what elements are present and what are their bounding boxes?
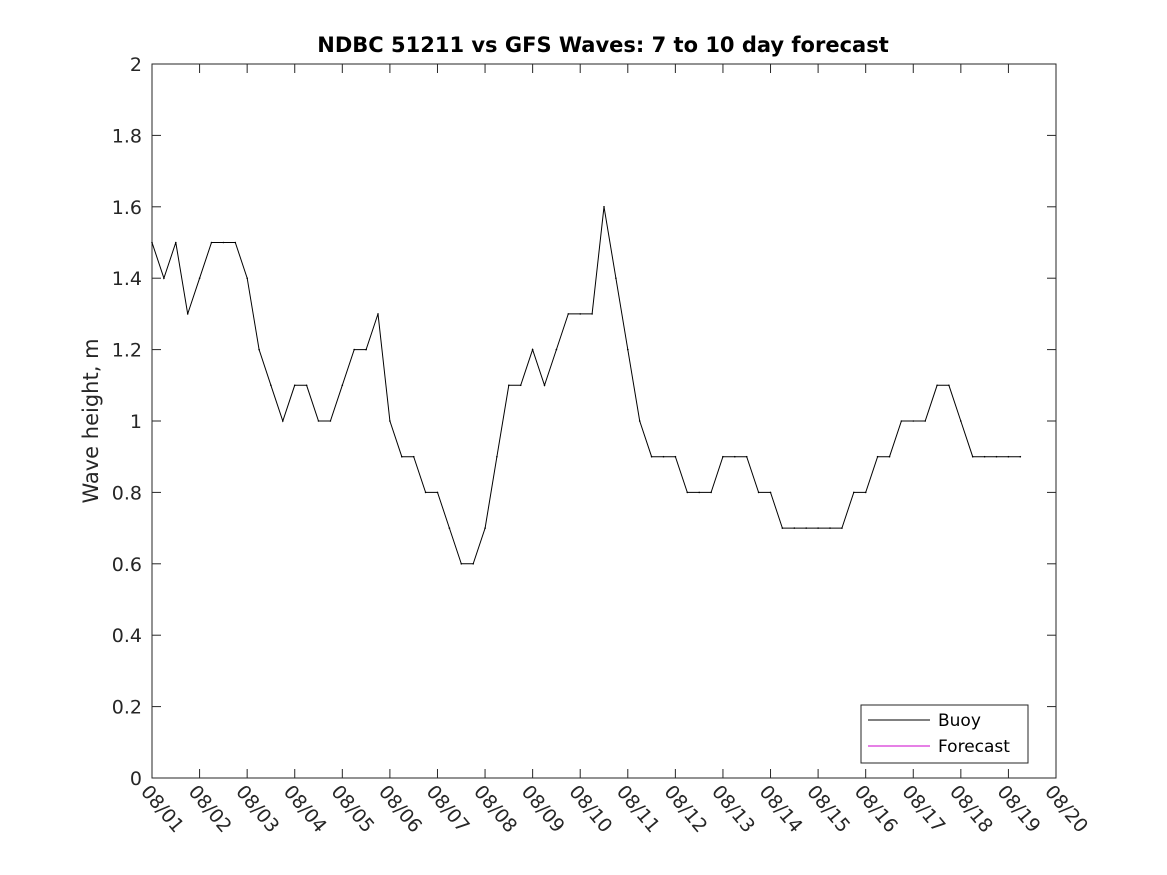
y-axis-label: Wave height, m bbox=[79, 338, 103, 503]
y-tick-label: 0.4 bbox=[112, 625, 142, 647]
data-point-buoy bbox=[662, 455, 665, 458]
data-point-buoy bbox=[389, 420, 391, 422]
y-tick-label: 1.2 bbox=[112, 340, 142, 362]
data-point-buoy bbox=[853, 491, 855, 494]
data-point-buoy bbox=[341, 384, 344, 387]
data-point-buoy bbox=[496, 455, 498, 458]
data-point-buoy bbox=[270, 384, 272, 387]
data-point-buoy bbox=[924, 420, 926, 422]
data-point-buoy bbox=[198, 277, 201, 280]
chart-title: NDBC 51211 vs GFS Waves: 7 to 10 day for… bbox=[317, 33, 888, 57]
data-point-buoy bbox=[995, 455, 998, 458]
data-point-buoy bbox=[948, 384, 950, 387]
data-point-buoy bbox=[377, 313, 379, 315]
data-point-buoy bbox=[591, 313, 593, 315]
data-point-buoy bbox=[900, 420, 903, 422]
data-point-buoy bbox=[781, 527, 784, 529]
y-tick-label: 1 bbox=[130, 411, 142, 433]
data-point-buoy bbox=[317, 420, 320, 422]
data-point-buoy bbox=[615, 277, 617, 280]
data-point-buoy bbox=[401, 455, 403, 458]
data-point-buoy bbox=[650, 455, 653, 458]
data-point-buoy bbox=[472, 563, 475, 565]
data-point-buoy bbox=[436, 491, 439, 494]
data-point-buoy bbox=[710, 491, 712, 494]
data-point-buoy bbox=[282, 420, 284, 422]
data-point-buoy bbox=[864, 491, 867, 494]
data-point-buoy bbox=[163, 277, 165, 280]
data-point-buoy bbox=[829, 527, 831, 529]
y-tick-label: 0.6 bbox=[112, 554, 142, 576]
legend: Buoy Forecast bbox=[860, 704, 1029, 764]
y-tick-label: 2 bbox=[130, 54, 142, 76]
data-point-buoy bbox=[686, 491, 689, 494]
data-point-buoy bbox=[151, 241, 153, 244]
data-point-buoy bbox=[210, 241, 213, 244]
data-point-buoy bbox=[293, 384, 296, 387]
data-point-buoy bbox=[912, 420, 915, 422]
y-tick-label: 0.8 bbox=[112, 482, 142, 504]
data-point-buoy bbox=[508, 384, 510, 387]
y-tick-label: 1.6 bbox=[112, 197, 142, 219]
data-point-buoy bbox=[841, 527, 843, 529]
legend-label-forecast: Forecast bbox=[938, 737, 1010, 757]
data-point-buoy bbox=[674, 455, 677, 458]
data-point-buoy bbox=[817, 527, 819, 529]
data-point-buoy bbox=[745, 455, 748, 458]
data-point-buoy bbox=[305, 384, 308, 387]
legend-box bbox=[860, 704, 1029, 764]
data-point-buoy bbox=[638, 420, 641, 422]
data-point-buoy bbox=[531, 348, 534, 351]
data-point-buoy bbox=[876, 455, 879, 458]
y-axis-ticks: 0 0.2 0.4 0.6 0.8 1 1.2 1.4 1.6 1.8 2 bbox=[112, 54, 1056, 790]
y-tick-label: 0 bbox=[130, 768, 142, 790]
data-point-buoy bbox=[186, 313, 189, 315]
data-point-buoy bbox=[424, 491, 427, 494]
data-point-buoy bbox=[484, 527, 486, 529]
series-line-buoy bbox=[151, 206, 1021, 565]
data-point-buoy bbox=[734, 455, 736, 458]
data-point-buoy bbox=[627, 348, 629, 351]
data-point-buoy bbox=[353, 348, 356, 351]
y-tick-label: 1.8 bbox=[112, 125, 142, 147]
data-point-buoy bbox=[567, 313, 570, 315]
data-point-buoy bbox=[234, 241, 237, 244]
data-point-buoy bbox=[329, 420, 332, 422]
y-tick-label: 1.4 bbox=[112, 268, 142, 290]
data-point-buoy bbox=[971, 455, 974, 458]
data-point-buoy bbox=[757, 491, 760, 494]
data-point-buoy bbox=[769, 491, 772, 494]
data-point-buoy bbox=[960, 420, 962, 422]
data-point-buoy bbox=[698, 491, 700, 494]
data-point-buoy bbox=[936, 384, 938, 387]
series-layer bbox=[151, 206, 1022, 565]
data-point-buoy bbox=[175, 241, 177, 244]
legend-label-buoy: Buoy bbox=[938, 711, 981, 731]
data-point-buoy bbox=[519, 384, 522, 387]
data-point-buoy bbox=[983, 455, 986, 458]
data-point-buoy bbox=[888, 455, 891, 458]
data-point-buoy bbox=[412, 455, 415, 458]
data-point-buoy bbox=[246, 277, 248, 280]
data-point-buoy bbox=[722, 455, 724, 458]
data-point-buoy bbox=[603, 206, 605, 208]
data-point-buoy bbox=[258, 348, 260, 351]
data-point-buoy bbox=[1019, 455, 1022, 458]
data-point-buoy bbox=[805, 527, 807, 529]
data-point-buoy bbox=[1007, 455, 1010, 458]
data-point-buoy bbox=[460, 563, 463, 565]
data-point-buoy bbox=[555, 348, 558, 351]
y-tick-label: 0.2 bbox=[112, 697, 142, 719]
data-point-buoy bbox=[543, 384, 546, 387]
data-point-buoy bbox=[579, 313, 581, 315]
data-point-buoy bbox=[448, 527, 451, 529]
data-point-buoy bbox=[793, 527, 796, 529]
data-point-buoy bbox=[222, 241, 225, 244]
data-point-buoy bbox=[365, 348, 367, 351]
